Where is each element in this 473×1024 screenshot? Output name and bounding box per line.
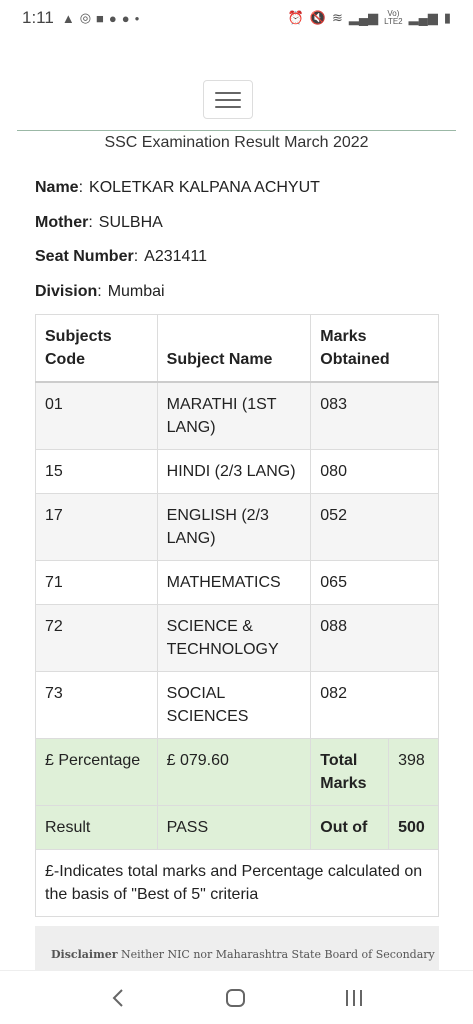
home-icon [226, 988, 246, 1007]
table-row: 01 MARATHI (1ST LANG) 083 [35, 381, 439, 450]
subject-marks: 052 [310, 493, 439, 561]
subject-marks: 082 [310, 671, 439, 739]
message-icon: ■ [96, 10, 104, 26]
result-value: PASS [156, 805, 312, 850]
note-row: £-Indicates total marks and Percentage c… [35, 849, 439, 917]
division-label: Division [35, 283, 98, 300]
table-header-row: Subjects Code Subject Name Marks Obtaine… [35, 314, 439, 383]
whatsapp-icon: ◎ [79, 10, 92, 25]
recents-button[interactable] [334, 978, 374, 1018]
disclaimer-text: Neither NIC nor Maharashtra State Board … [121, 948, 435, 961]
out-of-value: 500 [388, 805, 439, 850]
hamburger-icon-bar [215, 91, 241, 94]
table-row: 71 MATHEMATICS 065 [35, 560, 439, 605]
status-bar: 1:11 ▲ ◎ ■ ● ● ● ⏰ 🔇 ≋ ▂▄▆ Vo) LTE2 ▂▄▆ ▮ [0, 0, 473, 36]
header-marks-obtained: Marks Obtained [310, 314, 439, 383]
out-of-label: Out of [310, 805, 390, 850]
subject-name: HINDI (2/3 LANG) [156, 449, 312, 494]
subject-code: 73 [35, 671, 158, 739]
disclaimer-box: Disclaimer Neither NIC nor Maharashtra S… [35, 926, 439, 976]
seat-label: Seat Number [35, 248, 134, 265]
subject-marks: 088 [310, 604, 439, 672]
menu-toggle-button[interactable] [203, 80, 253, 119]
mute-icon: 🔇 [309, 10, 326, 25]
clock: 1:11 [22, 8, 54, 27]
marks-table: Subjects Code Subject Name Marks Obtaine… [35, 314, 439, 917]
wifi-icon: ≋ [331, 10, 343, 25]
warning-icon: ▲ [61, 10, 75, 26]
mother-label: Mother [35, 214, 89, 231]
percentage-label: £ Percentage [35, 738, 158, 806]
subject-name: MARATHI (1ST LANG) [156, 381, 312, 450]
volte-lte-icon: Vo) LTE2 [384, 9, 403, 26]
table-row: 72 SCIENCE & TECHNOLOGY 088 [35, 604, 439, 672]
home-button[interactable] [216, 978, 256, 1018]
subject-marks: 080 [310, 449, 439, 494]
subject-code: 17 [35, 493, 158, 561]
hamburger-icon-bar [215, 98, 241, 101]
total-marks-value: 398 [388, 738, 439, 806]
result-row: Result PASS Out of 500 [35, 805, 439, 850]
alarm-icon: ⏰ [287, 10, 304, 25]
total-marks-label: Total Marks [310, 738, 390, 806]
table-row: 17 ENGLISH (2/3 LANG) 052 [35, 493, 439, 561]
mother-name: SULBHA [98, 214, 163, 231]
table-row: 15 HINDI (2/3 LANG) 080 [35, 449, 439, 494]
criteria-note: £-Indicates total marks and Percentage c… [35, 849, 439, 917]
hamburger-icon-bar [215, 105, 241, 108]
subject-code: 15 [35, 449, 158, 494]
messenger-icon: ● [108, 10, 117, 26]
system-icons: ⏰ 🔇 ≋ ▂▄▆ Vo) LTE2 ▂▄▆ ▮ [288, 10, 451, 26]
subject-name: SOCIAL SCIENCES [156, 671, 312, 739]
subject-marks: 083 [310, 381, 439, 450]
back-chevron-icon [112, 988, 123, 1007]
navbar-divider [17, 130, 456, 131]
student-name-row: Name: KOLETKAR KALPANA ACHYUT [35, 179, 320, 196]
subject-code: 72 [35, 604, 158, 672]
signal-icon-2: ▂▄▆ [408, 10, 438, 25]
subject-name: MATHEMATICS [156, 560, 312, 605]
header-subject-code: Subjects Code [35, 314, 158, 383]
subject-code: 71 [35, 560, 158, 605]
percentage-row: £ Percentage £ 079.60 Total Marks 398 [35, 738, 439, 806]
system-navigation-bar [0, 970, 473, 1024]
header-subject-name: Subject Name [156, 314, 312, 383]
disclaimer-label: Disclaimer [51, 948, 118, 961]
messenger-icon-2: ● [121, 10, 130, 26]
seat-number: A231411 [144, 248, 208, 265]
result-label: Result [35, 805, 158, 850]
mother-name-row: Mother: SULBHA [35, 214, 163, 231]
table-row: 73 SOCIAL SCIENCES 082 [35, 671, 439, 739]
page-title: SSC Examination Result March 2022 [104, 134, 369, 151]
subject-marks: 065 [310, 560, 439, 605]
name-label: Name [35, 179, 79, 196]
division: Mumbai [107, 283, 165, 300]
student-name: KOLETKAR KALPANA ACHYUT [89, 179, 320, 196]
signal-icon: ▂▄▆ [348, 10, 379, 25]
notification-icons: ▲ ◎ ■ ● ● ● [62, 10, 140, 26]
more-dot-icon: ● [134, 13, 140, 23]
subject-code: 01 [35, 381, 158, 450]
percentage-value: £ 079.60 [156, 738, 312, 806]
recents-icon [346, 989, 363, 1006]
division-row: Division: Mumbai [35, 283, 165, 300]
battery-icon: ▮ [443, 10, 451, 25]
seat-number-row: Seat Number: A231411 [35, 248, 208, 265]
subject-name: ENGLISH (2/3 LANG) [156, 493, 312, 561]
back-button[interactable] [99, 978, 139, 1018]
subject-name: SCIENCE & TECHNOLOGY [156, 604, 312, 672]
